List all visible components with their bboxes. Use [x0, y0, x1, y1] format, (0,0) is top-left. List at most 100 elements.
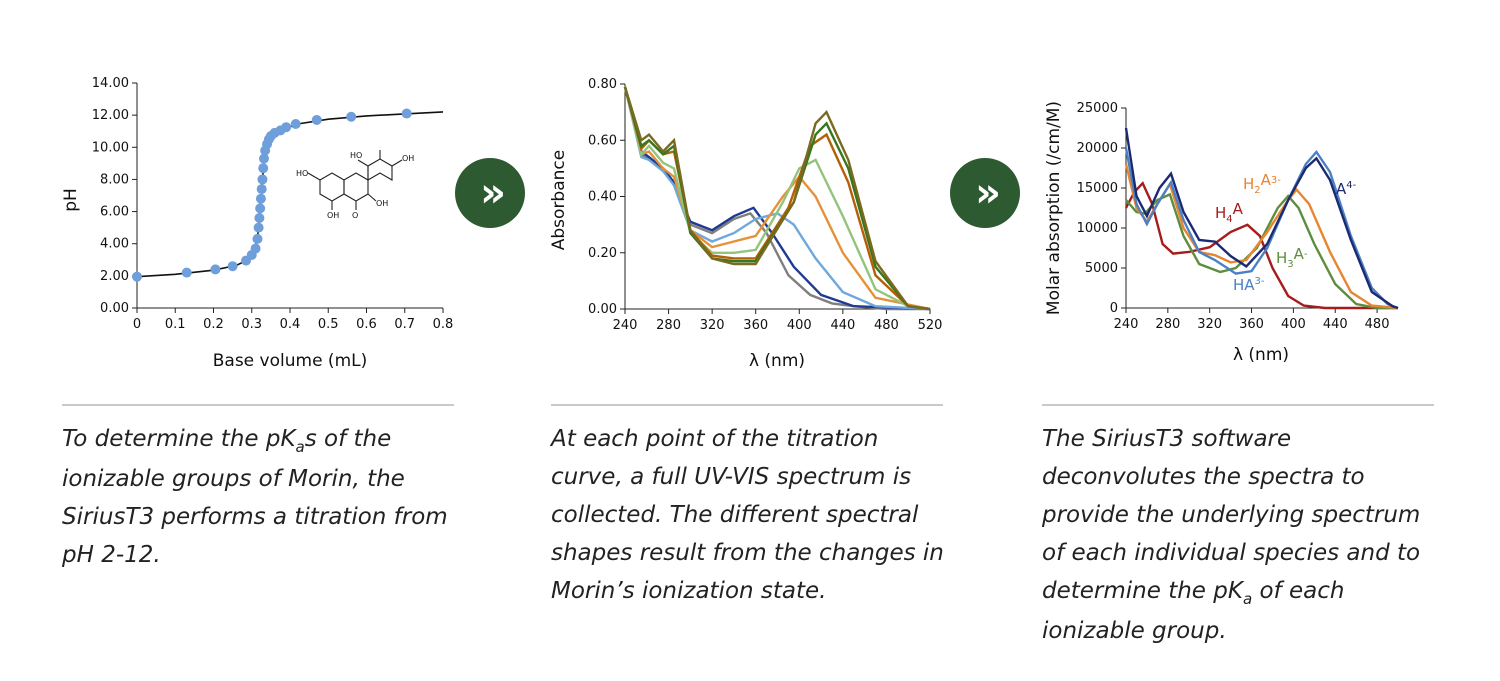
spectra-y-tick-label: 0.60 [588, 133, 617, 148]
species-annotation-part: H [1276, 249, 1287, 267]
caption-1-pre: To determine the pK [62, 426, 296, 452]
species-annotation-part: H [1215, 204, 1226, 222]
spectra-series-line [623, 86, 931, 311]
svg-text:OH: OH [327, 211, 339, 220]
species-annotation-part: 2 [1254, 185, 1260, 196]
uvvis-spectra-chart: λ (nm) Absorbance 240 280 320 360 400 440 480 5… [540, 60, 960, 384]
species-x-tick-label: 280 [1155, 317, 1180, 332]
titration-chart-svg: Base volume (mL) pH HO OH O OH HO OH 0 0.… [61, 76, 453, 371]
species-y-tick-label: 25000 [1077, 101, 1118, 116]
species-annotation: HA3- [1233, 276, 1265, 294]
spectra-series-line [623, 86, 931, 311]
species-annotation-part: 3 [1287, 259, 1293, 270]
next-arrow-button-2: » [950, 158, 1020, 228]
caption-3-sub: a [1242, 590, 1253, 608]
caption-2-pre: At each point of the titration curve, a … [551, 426, 944, 604]
uvvis-spectra-svg: λ (nm) Absorbance 240 280 320 360 400 440 480 5… [549, 77, 943, 371]
spectra-x-tick-label: 400 [787, 318, 812, 333]
spectra-series-line [623, 86, 931, 311]
species-annotation-part: HA [1233, 276, 1255, 294]
titration-point [256, 184, 267, 195]
titration-point [250, 243, 261, 254]
species-x-tick-label: 400 [1281, 317, 1306, 332]
species-x-tick-label: 240 [1114, 317, 1139, 332]
species-annotation-part: A [1336, 180, 1347, 198]
morin-structure-labels: HO OH O OH HO OH [296, 151, 414, 220]
titration-y-tick-label: 0.00 [100, 301, 129, 316]
species-y-tick-label: 15000 [1077, 181, 1118, 196]
species-annotation: H2A3- [1243, 171, 1281, 196]
species-xlabel: λ (nm) [1233, 345, 1289, 365]
titration-x-tick-label: 0.4 [280, 317, 301, 332]
titration-y-tick-label: 10.00 [92, 140, 129, 155]
titration-point [258, 153, 269, 164]
titration-point [255, 193, 266, 204]
titration-x-tick-label: 0 [133, 317, 141, 332]
titration-point [255, 203, 266, 214]
species-ylabel: Molar absorption (/cm/M) [1044, 101, 1064, 315]
spectra-ylabel: Absorbance [549, 150, 569, 250]
spectra-series-line [623, 86, 931, 311]
morin-structure-image [307, 150, 403, 210]
next-arrow-button-1: » [455, 158, 525, 228]
spectra-x-tick-label: 320 [700, 318, 725, 333]
svg-text:HO: HO [350, 151, 362, 160]
titration-xlabel: Base volume (mL) [213, 351, 367, 371]
titration-point [258, 163, 269, 174]
caption-1-sub: a [295, 438, 305, 456]
svg-text:HO: HO [296, 169, 308, 178]
caption-3: The SiriusT3 software deconvolutes the s… [1042, 420, 1442, 650]
titration-fit-line [136, 111, 444, 278]
species-series-line [1124, 147, 1399, 310]
titration-point [210, 264, 221, 275]
caption-3-pre: The SiriusT3 software deconvolutes the s… [1042, 426, 1421, 604]
titration-point [254, 213, 265, 223]
divider-3 [1042, 404, 1434, 406]
titration-y-tick-label: 12.00 [92, 108, 129, 123]
spectra-x-tick-label: 520 [918, 318, 943, 333]
titration-point [401, 108, 412, 119]
titration-chart: Base volume (mL) pH HO OH O OH HO OH 0 0.… [40, 60, 460, 384]
species-annotation-part: A [1294, 245, 1305, 263]
spectra-y-tick-label: 0.00 [588, 302, 617, 317]
spectra-x-tick-label: 480 [874, 318, 899, 333]
species-annotation: H3A- [1276, 245, 1308, 270]
titration-point [252, 233, 263, 244]
spectra-y-tick-label: 0.80 [588, 77, 617, 92]
spectra-y-tick-label: 0.20 [588, 246, 617, 261]
titration-x-tick-label: 0.1 [165, 317, 186, 332]
species-y-tick-label: 5000 [1085, 261, 1118, 276]
caption-1: To determine the pKas of the ionizable g… [62, 420, 452, 574]
species-annotation: H4A [1215, 200, 1244, 225]
species-annotation-part: 4- [1346, 180, 1356, 191]
titration-y-tick-label: 4.00 [100, 237, 129, 252]
species-spectra-svg: λ (nm) Molar absorption (/cm/M) 240 280 32… [1044, 101, 1399, 365]
spectra-y-tick-label: 0.40 [588, 190, 617, 205]
spectra-x-tick-label: 280 [656, 318, 681, 333]
species-x-tick-label: 480 [1365, 317, 1390, 332]
titration-point [253, 222, 264, 233]
species-annotation-part: A [1233, 200, 1244, 218]
species-series-line [1124, 181, 1398, 310]
titration-point [257, 174, 268, 185]
caption-1-post: s of the ionizable groups of Morin, the … [62, 426, 448, 568]
species-x-tick-label: 360 [1239, 317, 1264, 332]
svg-text:OH: OH [376, 199, 388, 208]
titration-x-tick-label: 0.5 [318, 317, 339, 332]
spectra-xlabel: λ (nm) [749, 351, 805, 371]
titration-x-tick-label: 0.7 [394, 317, 415, 332]
titration-x-tick-label: 0.2 [203, 317, 224, 332]
species-y-tick-label: 20000 [1077, 141, 1118, 156]
spectra-x-tick-label: 360 [743, 318, 768, 333]
divider-1 [62, 404, 454, 406]
species-spectra-chart: λ (nm) Molar absorption (/cm/M) 240 280 32… [1040, 60, 1440, 384]
svg-text:OH: OH [402, 154, 414, 163]
titration-point [311, 114, 322, 125]
svg-text:O: O [352, 211, 358, 220]
titration-x-tick-label: 0.6 [356, 317, 377, 332]
species-x-tick-label: 320 [1197, 317, 1222, 332]
species-x-tick-label: 440 [1323, 317, 1348, 332]
titration-ylabel: pH [61, 188, 81, 212]
species-y-tick-label: 10000 [1077, 221, 1118, 236]
spectra-series-line [623, 86, 931, 311]
